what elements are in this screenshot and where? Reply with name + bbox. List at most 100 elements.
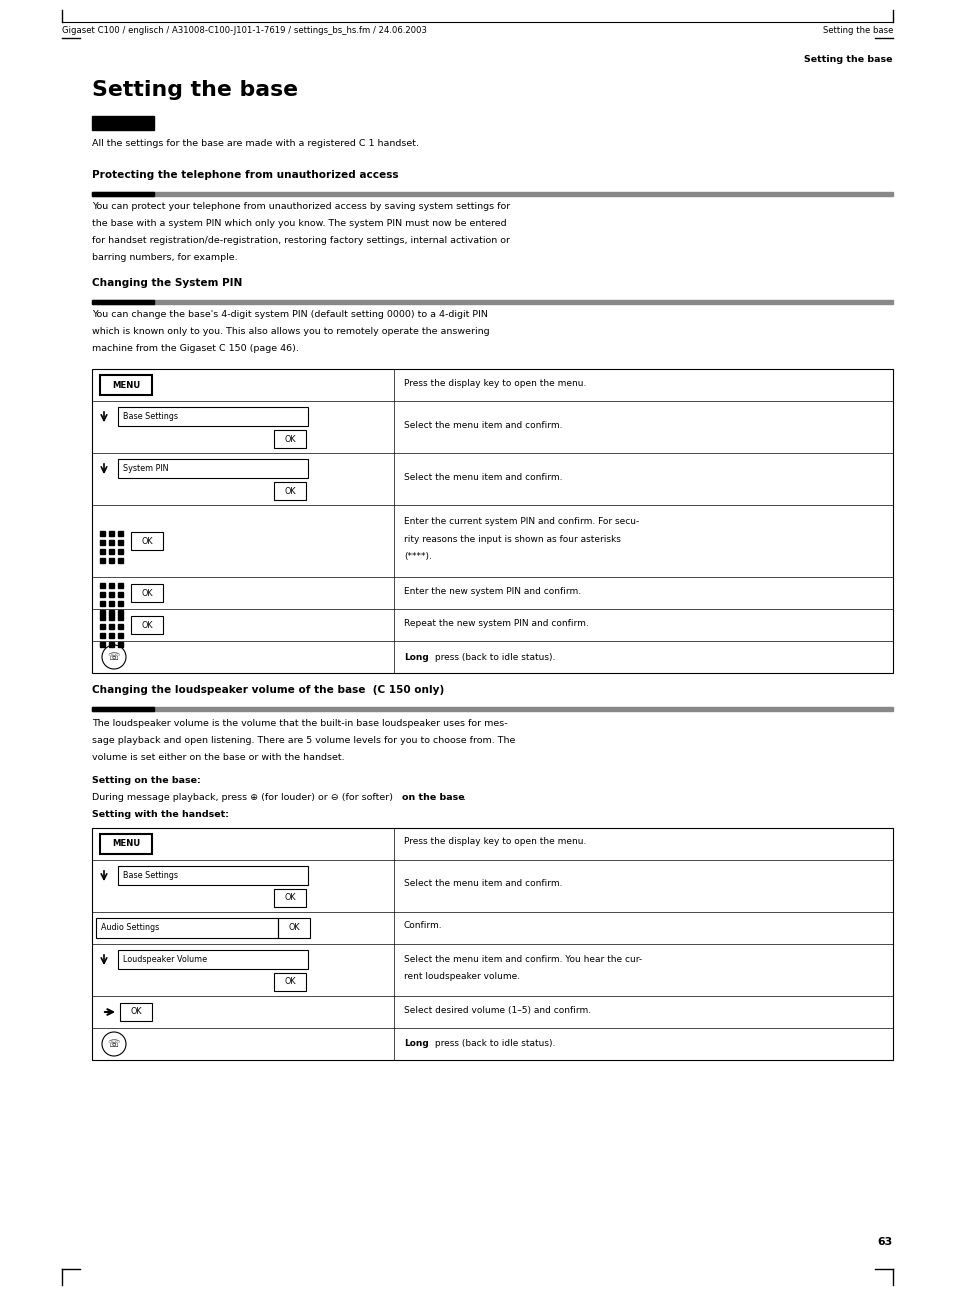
Text: Protecting the telephone from unauthorized access: Protecting the telephone from unauthoriz… bbox=[91, 170, 398, 180]
Text: OK: OK bbox=[284, 434, 295, 443]
Bar bbox=[118, 583, 123, 588]
Bar bbox=[109, 558, 113, 563]
Bar bbox=[109, 601, 113, 606]
Bar bbox=[91, 192, 153, 196]
Bar bbox=[274, 889, 306, 907]
Text: MENU: MENU bbox=[112, 380, 140, 389]
Bar bbox=[91, 116, 153, 129]
Bar bbox=[91, 301, 153, 305]
Text: Confirm.: Confirm. bbox=[403, 921, 442, 931]
Bar bbox=[109, 549, 113, 554]
Text: for handset registration/de-registration, restoring factory settings, internal a: for handset registration/de-registration… bbox=[91, 237, 510, 244]
Bar bbox=[118, 592, 123, 597]
Text: Select desired volume (1–5) and confirm.: Select desired volume (1–5) and confirm. bbox=[403, 1005, 591, 1014]
Text: Audio Settings: Audio Settings bbox=[101, 924, 159, 932]
Text: OK: OK bbox=[284, 978, 295, 987]
Text: Setting with the handset:: Setting with the handset: bbox=[91, 810, 229, 819]
Bar bbox=[118, 459, 308, 478]
Bar bbox=[100, 558, 105, 563]
Text: the base with a system PIN which only you know. The system PIN must now be enter: the base with a system PIN which only yo… bbox=[91, 220, 506, 227]
Text: Enter the current system PIN and confirm. For secu-: Enter the current system PIN and confirm… bbox=[403, 518, 639, 527]
Text: Repeat the new system PIN and confirm.: Repeat the new system PIN and confirm. bbox=[403, 618, 588, 627]
Text: Press the display key to open the menu.: Press the display key to open the menu. bbox=[403, 838, 586, 847]
Bar bbox=[91, 192, 892, 196]
Text: Base Settings: Base Settings bbox=[123, 412, 178, 421]
Text: You can protect your telephone from unauthorized access by saving system setting: You can protect your telephone from unau… bbox=[91, 203, 510, 210]
Bar bbox=[118, 406, 308, 426]
Text: press (back to idle status).: press (back to idle status). bbox=[432, 652, 555, 661]
Text: The loudspeaker volume is the volume that the built-in base loudspeaker uses for: The loudspeaker volume is the volume tha… bbox=[91, 719, 507, 728]
Bar bbox=[118, 950, 308, 968]
Bar bbox=[96, 918, 277, 938]
Bar bbox=[120, 1002, 152, 1021]
Bar bbox=[91, 301, 892, 305]
Bar bbox=[100, 583, 105, 588]
Text: (****).: (****). bbox=[403, 552, 432, 561]
Bar bbox=[131, 532, 163, 550]
Text: Select the menu item and confirm.: Select the menu item and confirm. bbox=[403, 421, 562, 430]
Bar bbox=[118, 610, 123, 616]
Bar bbox=[109, 616, 113, 620]
Text: All the settings for the base are made with a registered C 1 handset.: All the settings for the base are made w… bbox=[91, 139, 418, 148]
Bar bbox=[118, 531, 123, 536]
Text: Setting the base: Setting the base bbox=[91, 80, 297, 101]
Bar bbox=[109, 610, 113, 616]
Text: Setting on the base:: Setting on the base: bbox=[91, 776, 200, 786]
Text: Gigaset C100 / englisch / A31008-C100-J101-1-7619 / settings_bs_hs.fm / 24.06.20: Gigaset C100 / englisch / A31008-C100-J1… bbox=[62, 26, 426, 35]
Text: Loudspeaker Volume: Loudspeaker Volume bbox=[123, 955, 207, 965]
Bar bbox=[274, 972, 306, 991]
Bar bbox=[100, 592, 105, 597]
Text: rity reasons the input is shown as four asterisks: rity reasons the input is shown as four … bbox=[403, 535, 620, 544]
Bar bbox=[91, 369, 892, 673]
Bar bbox=[118, 558, 123, 563]
Text: Long: Long bbox=[403, 652, 428, 661]
Text: sage playback and open listening. There are 5 volume levels for you to choose fr: sage playback and open listening. There … bbox=[91, 736, 515, 745]
Text: Changing the System PIN: Changing the System PIN bbox=[91, 278, 242, 288]
Bar bbox=[131, 584, 163, 603]
Text: Select the menu item and confirm.: Select the menu item and confirm. bbox=[403, 473, 562, 481]
Text: 63: 63 bbox=[877, 1236, 892, 1247]
Bar bbox=[109, 540, 113, 545]
Text: ☏: ☏ bbox=[108, 1039, 120, 1050]
Bar bbox=[109, 623, 113, 629]
Bar bbox=[109, 642, 113, 647]
Bar bbox=[100, 549, 105, 554]
Bar bbox=[118, 549, 123, 554]
Text: OK: OK bbox=[141, 536, 152, 545]
Text: .: . bbox=[459, 793, 465, 802]
Bar bbox=[100, 610, 105, 616]
Bar bbox=[118, 633, 123, 638]
Text: volume is set either on the base or with the handset.: volume is set either on the base or with… bbox=[91, 753, 344, 762]
Text: OK: OK bbox=[131, 1008, 142, 1017]
Bar bbox=[100, 531, 105, 536]
Text: machine from the Gigaset C 150 (page 46).: machine from the Gigaset C 150 (page 46)… bbox=[91, 344, 298, 353]
Bar bbox=[131, 616, 163, 634]
Bar bbox=[118, 540, 123, 545]
Bar bbox=[100, 623, 105, 629]
Text: OK: OK bbox=[288, 924, 299, 932]
Text: Base Settings: Base Settings bbox=[123, 870, 178, 880]
Bar bbox=[118, 616, 123, 620]
Bar bbox=[109, 633, 113, 638]
Bar bbox=[91, 829, 892, 1060]
Text: ☏: ☏ bbox=[108, 652, 120, 663]
Bar bbox=[118, 601, 123, 606]
Text: System PIN: System PIN bbox=[123, 464, 169, 473]
Text: OK: OK bbox=[141, 588, 152, 597]
Bar bbox=[277, 918, 310, 938]
Text: Press the display key to open the menu.: Press the display key to open the menu. bbox=[403, 379, 586, 387]
Text: press (back to idle status).: press (back to idle status). bbox=[432, 1039, 555, 1048]
Bar bbox=[91, 707, 892, 711]
Bar bbox=[274, 430, 306, 448]
Bar bbox=[118, 867, 308, 885]
Text: OK: OK bbox=[141, 621, 152, 630]
Text: which is known only to you. This also allows you to remotely operate the answeri: which is known only to you. This also al… bbox=[91, 327, 489, 336]
Text: Enter the new system PIN and confirm.: Enter the new system PIN and confirm. bbox=[403, 587, 580, 596]
Text: You can change the base's 4-digit system PIN (default setting 0000) to a 4-digit: You can change the base's 4-digit system… bbox=[91, 310, 487, 319]
Bar bbox=[91, 707, 153, 711]
Text: Select the menu item and confirm.: Select the menu item and confirm. bbox=[403, 880, 562, 889]
Text: barring numbers, for example.: barring numbers, for example. bbox=[91, 254, 237, 261]
Bar bbox=[100, 834, 152, 853]
Bar bbox=[100, 601, 105, 606]
Text: Setting the base: Setting the base bbox=[803, 55, 892, 64]
